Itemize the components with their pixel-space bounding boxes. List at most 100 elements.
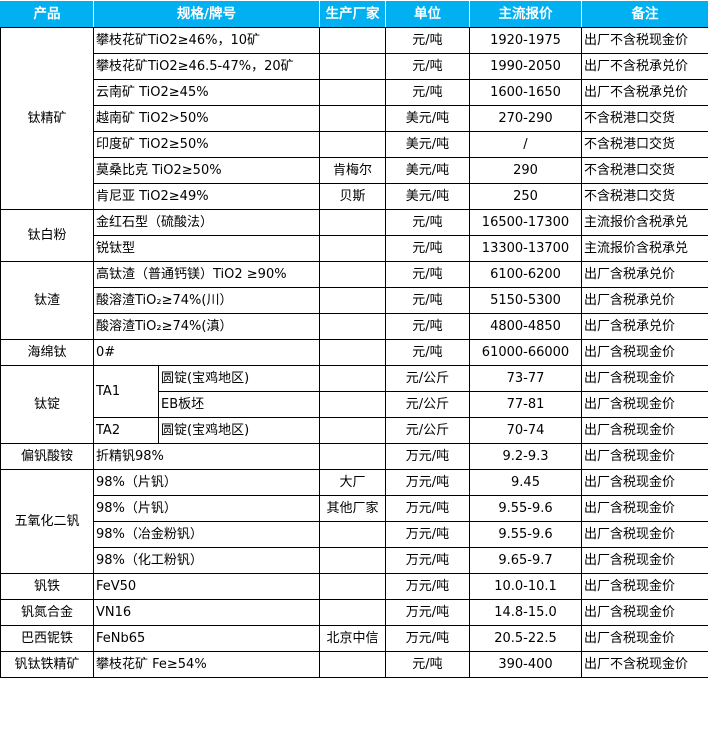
note-cell: 出厂含税现金价 [581,391,708,418]
unit-cell: 万元/吨 [385,495,470,522]
table-row: 五氧化二钒 98%（片钒） 大厂 万元/吨 9.45 出厂含税现金价 [0,469,708,574]
table-row: 钛精矿 攀枝花矿TiO2≥46%，10矿 元/吨 1920-1975 出厂不含税现金价 [0,27,708,210]
table-row: 印度矿 TiO2≥50% 美元/吨 / 不含税港口交货 [1,131,708,158]
unit-cell: 万元/吨 [385,469,470,496]
unit-cell: 元/公斤 [385,417,470,444]
unit-cell: 元/公斤 [385,365,470,392]
unit-cell: 元/吨 [385,287,470,314]
header-note: 备注 [581,0,708,28]
note-cell: 出厂含税现金价 [581,443,708,470]
spec-cell: 98%（片钒） [93,495,320,522]
product-cell: 偏钒酸铵 [0,443,94,470]
product-cell: 海绵钛 [0,339,94,366]
maker-cell [319,339,386,366]
product-cell: 钛锭 [0,365,94,444]
table-row: 钛渣 高钛渣（普通钙镁）TiO2 ≥90% 元/吨 6100-6200 出厂含税承兑价 [0,261,708,340]
spec-cell: 圆锭(宝鸡地区) [158,417,320,444]
product-cell: 钒钛铁精矿 [0,651,94,678]
spec-cell: 攀枝花矿TiO2≥46%，10矿 [93,27,320,54]
note-cell: 出厂含税现金价 [581,417,708,444]
note-cell: 不含税港口交货 [581,183,708,210]
table-row: 海绵钛 0# 元/吨 61000-66000 出厂含税现金价 [0,339,708,366]
price-cell: 9.65-9.7 [469,547,582,574]
price-cell: 390-400 [469,651,582,678]
maker-cell [319,27,386,54]
spec-cell: VN16 [93,599,320,626]
maker-cell [319,417,386,444]
price-cell: 1600-1650 [469,79,582,106]
maker-cell [319,131,386,158]
unit-cell: 元/吨 [385,339,470,366]
unit-cell: 美元/吨 [385,105,470,132]
note-cell: 主流报价含税承兑 [581,235,708,262]
spec-cell: 酸溶渣TiO₂≥74%(滇） [93,313,320,340]
maker-cell [319,391,386,418]
maker-cell: 大厂 [319,469,386,496]
spec-cell: 高钛渣（普通钙镁）TiO2 ≥90% [93,261,320,288]
price-cell: 5150-5300 [469,287,582,314]
unit-cell: 万元/吨 [385,599,470,626]
table-row: 98%（化工粉钒） 万元/吨 9.65-9.7 出厂含税现金价 [1,547,708,574]
header-spec: 规格/牌号 [93,0,320,28]
note-cell: 出厂含税现金价 [581,339,708,366]
maker-cell: 北京中信 [319,625,386,652]
price-cell: 270-290 [469,105,582,132]
note-cell: 出厂含税现金价 [581,599,708,626]
price-cell: 6100-6200 [469,261,582,288]
note-cell: 出厂含税现金价 [581,365,708,392]
note-cell: 出厂不含税现金价 [581,651,708,678]
maker-cell [319,521,386,548]
spec-cell: 攀枝花矿 Fe≥54% [93,651,320,678]
product-cell: 巴西铌铁 [0,625,94,652]
unit-cell: 万元/吨 [385,573,470,600]
maker-cell [319,261,386,288]
note-cell: 出厂含税现金价 [581,547,708,574]
spec-cell: FeNb65 [93,625,320,652]
table-row: 偏钒酸铵 折精钒98% 万元/吨 9.2-9.3 出厂含税现金价 [0,443,708,470]
note-cell: 不含税港口交货 [581,131,708,158]
table-row: 酸溶渣TiO₂≥74%(川） 元/吨 5150-5300 出厂含税承兑价 [1,287,708,314]
unit-cell: 元/吨 [385,209,470,236]
maker-cell [319,105,386,132]
spec-cell: 0# [93,339,320,366]
price-cell: 61000-66000 [469,339,582,366]
note-cell: 出厂不含税承兑价 [581,53,708,80]
table-row: TA2 圆锭(宝鸡地区) 元/公斤 70-74 出厂含税现金价 [1,417,708,444]
spec-cell: 莫桑比克 TiO2≥50% [93,157,320,184]
table-row: 越南矿 TiO2>50% 美元/吨 270-290 不含税港口交货 [1,105,708,132]
maker-cell [319,79,386,106]
unit-cell: 万元/吨 [385,443,470,470]
maker-cell [319,209,386,236]
note-cell: 不含税港口交货 [581,105,708,132]
note-cell: 不含税港口交货 [581,157,708,184]
unit-cell: 元/吨 [385,53,470,80]
price-cell: 250 [469,183,582,210]
price-cell: 9.55-9.6 [469,495,582,522]
table-row: 肯尼亚 TiO2≥49% 贝斯 美元/吨 250 不含税港口交货 [1,183,708,210]
spec-cell: 云南矿 TiO2≥45% [93,79,320,106]
price-cell: 73-77 [469,365,582,392]
note-cell: 出厂含税现金价 [581,521,708,548]
maker-cell: 肯梅尔 [319,157,386,184]
spec-cell: 金红石型（硫酸法） [93,209,320,236]
product-cell: 钛精矿 [0,27,94,210]
unit-cell: 元/吨 [385,27,470,54]
spec-cell: 越南矿 TiO2>50% [93,105,320,132]
price-table: 产品 规格/牌号 生产厂家 单位 主流报价 备注 钛精矿 攀枝花矿TiO2≥46%… [0,0,708,678]
price-cell: 77-81 [469,391,582,418]
header-price: 主流报价 [469,0,582,28]
spec-cell: 折精钒98% [93,443,320,470]
unit-cell: 万元/吨 [385,547,470,574]
maker-cell: 贝斯 [319,183,386,210]
table-row: 莫桑比克 TiO2≥50% 肯梅尔 美元/吨 290 不含税港口交货 [1,157,708,184]
price-cell: 1920-1975 [469,27,582,54]
table-row: 云南矿 TiO2≥45% 元/吨 1600-1650 出厂不含税承兑价 [1,79,708,106]
spec-cell: 98%（片钒） [93,469,320,496]
header-maker: 生产厂家 [319,0,386,28]
note-cell: 出厂含税现金价 [581,573,708,600]
price-cell: 13300-13700 [469,235,582,262]
price-cell: 20.5-22.5 [469,625,582,652]
product-cell: 钒氮合金 [0,599,94,626]
price-cell: 1990-2050 [469,53,582,80]
product-cell: 五氧化二钒 [0,469,94,574]
